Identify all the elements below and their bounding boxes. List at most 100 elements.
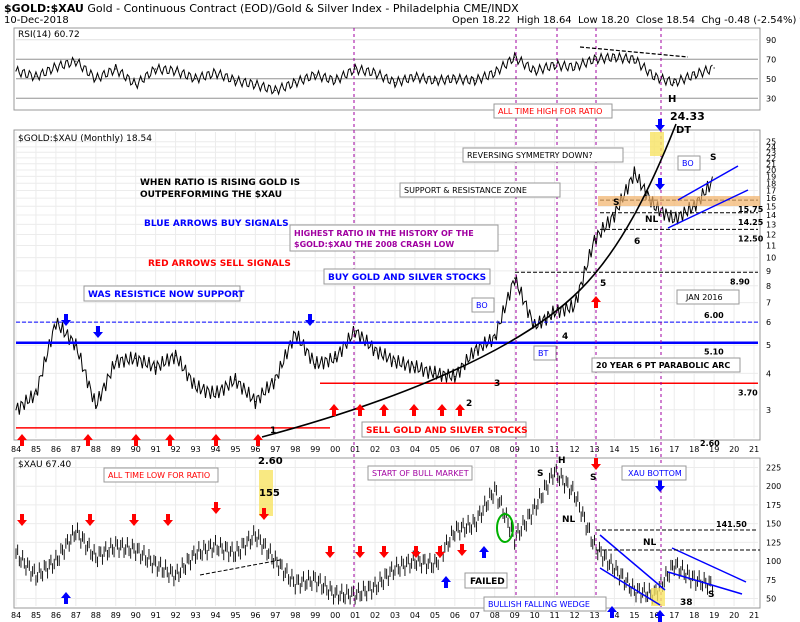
ratio-rising-text-2: OUTPERFORMING THE $XAU (140, 190, 282, 200)
xau-x-tick: 19 (709, 611, 719, 620)
xau-tick-label: 175 (766, 501, 781, 510)
ratio-x-tick: 09 (510, 445, 520, 454)
ratio-level-label: 6.00 (704, 311, 724, 320)
ratio-x-tick: 08 (490, 445, 500, 454)
xau-tick-label: 200 (766, 482, 781, 491)
point-6: 6 (634, 237, 640, 247)
ratio-x-tick: 89 (111, 445, 121, 454)
ratio-level-label: 15.75 (738, 205, 764, 214)
failed-label: FAILED (470, 577, 505, 587)
ratio-x-tick: 05 (430, 445, 440, 454)
low-value: Low 18.20 (578, 15, 630, 26)
highest-ratio-2: $GOLD:$XAU THE 2008 CRASH LOW (294, 240, 454, 249)
red-up-arrow (17, 434, 27, 446)
ratio-point (653, 205, 655, 207)
ratio-x-tick: 12 (569, 445, 579, 454)
red-down-arrow (259, 508, 269, 520)
ratio-tick-label: 20 (766, 166, 776, 175)
ratio-tick-label: 3 (766, 406, 771, 415)
ratio-point (75, 344, 77, 346)
sell-stocks-label: SELL GOLD AND SILVER STOCKS (366, 426, 528, 436)
red-down-arrow (457, 544, 467, 556)
symbol-label: $GOLD:$XAU (4, 2, 84, 15)
blue-up-arrow (441, 576, 451, 588)
ratio-tick-label: 25 (766, 138, 776, 147)
xau-dash-trend (199, 559, 281, 576)
xau-x-tick: 96 (250, 611, 260, 620)
ratio-point (115, 360, 117, 362)
ratio-level-label: 2.60 (700, 439, 720, 448)
xau-level-label: 141.50 (716, 520, 747, 529)
xau-x-tick: 07 (470, 611, 480, 620)
reversing-label: REVERSING SYMMETRY DOWN? (467, 151, 593, 160)
ratio-point (354, 330, 356, 332)
ratio-point (593, 239, 596, 241)
xau-nl-label-2: NL (643, 538, 657, 548)
ratio-x-tick: 86 (51, 445, 61, 454)
ratio-x-tick: 16 (649, 445, 659, 454)
ratio-tick-label: 8 (766, 282, 771, 291)
ratio-x-tick: 02 (370, 445, 380, 454)
red-down-arrow (163, 514, 173, 526)
rsi-point (135, 84, 137, 86)
red-arrows-text: RED ARROWS SELL SIGNALS (148, 259, 291, 269)
channel-lower (667, 189, 749, 229)
xau-x-tick: 95 (230, 611, 240, 620)
ratio-level-label: 14.25 (738, 218, 764, 227)
rsi-point (553, 64, 556, 66)
blue-down-arrow (655, 119, 665, 131)
ratio-x-tick: 94 (210, 445, 220, 454)
rsi-point (613, 56, 615, 58)
ratio-point (294, 332, 296, 334)
highest-ratio-1: HIGHEST RATIO IN THE HISTORY OF THE (294, 229, 474, 238)
xau-x-tick: 84 (11, 611, 21, 620)
ratio-x-tick: 17 (669, 445, 679, 454)
rsi-point (274, 89, 276, 92)
blue-up-arrow (607, 606, 617, 618)
ath-value: 24.33 (670, 110, 705, 123)
value-38: 38 (680, 598, 693, 608)
ratio-tick-label: 17 (766, 186, 776, 195)
ratio-tick-label: 7 (766, 299, 771, 308)
ratio-tick-label: 13 (766, 220, 776, 229)
ratio-point (474, 349, 476, 351)
chg-value: Chg -0.48 (-2.54%) (701, 15, 797, 26)
xau-x-tick: 87 (71, 611, 81, 620)
ratio-point (573, 305, 576, 307)
xau-x-tick: 05 (430, 611, 440, 620)
ratio-x-tick: 14 (609, 445, 619, 454)
xau-x-tick: 16 (649, 611, 659, 620)
bo-label-2: BO (476, 301, 488, 310)
s-label-right: S (710, 153, 716, 163)
rsi-point (693, 74, 695, 76)
rsi-point (454, 78, 456, 80)
xau-x-tick: 20 (729, 611, 739, 620)
ratio-x-tick: 91 (151, 445, 161, 454)
ratio-level-label: 12.50 (738, 234, 764, 243)
xau-tick-label: 225 (766, 463, 781, 472)
xau-x-tick: 17 (669, 611, 679, 620)
ratio-level-label: 5.10 (704, 348, 724, 357)
red-up-arrow (83, 434, 93, 446)
xau-x-tick: 13 (589, 611, 599, 620)
wedge-label: BULLISH FALLING WEDGE (488, 600, 590, 609)
red-up-arrow (329, 404, 339, 416)
bo-label-1: BO (682, 159, 694, 168)
rsi-point (75, 60, 77, 62)
rsi-point (155, 68, 157, 70)
support-zone-label: SUPPORT & RESISTANCE ZONE (404, 186, 527, 195)
xau-x-tick: 09 (510, 611, 520, 620)
ratio-point (434, 372, 436, 375)
rsi-trendline (579, 46, 689, 58)
xau-x-tick: 00 (330, 611, 340, 620)
close-value: Close 18.54 (635, 15, 695, 26)
point-4: 4 (562, 332, 568, 342)
xau-x-tick: 10 (530, 611, 540, 620)
rsi-point (294, 82, 296, 84)
ratio-rising-text-1: WHEN RATIO IS RISING GOLD IS (140, 178, 300, 188)
ratio-tick-label: 10 (766, 254, 776, 263)
xau-x-tick: 14 (609, 611, 619, 620)
blue-up-arrow (479, 546, 489, 558)
ratio-tick-label: 19 (766, 172, 776, 181)
red-down-arrow (379, 546, 389, 558)
